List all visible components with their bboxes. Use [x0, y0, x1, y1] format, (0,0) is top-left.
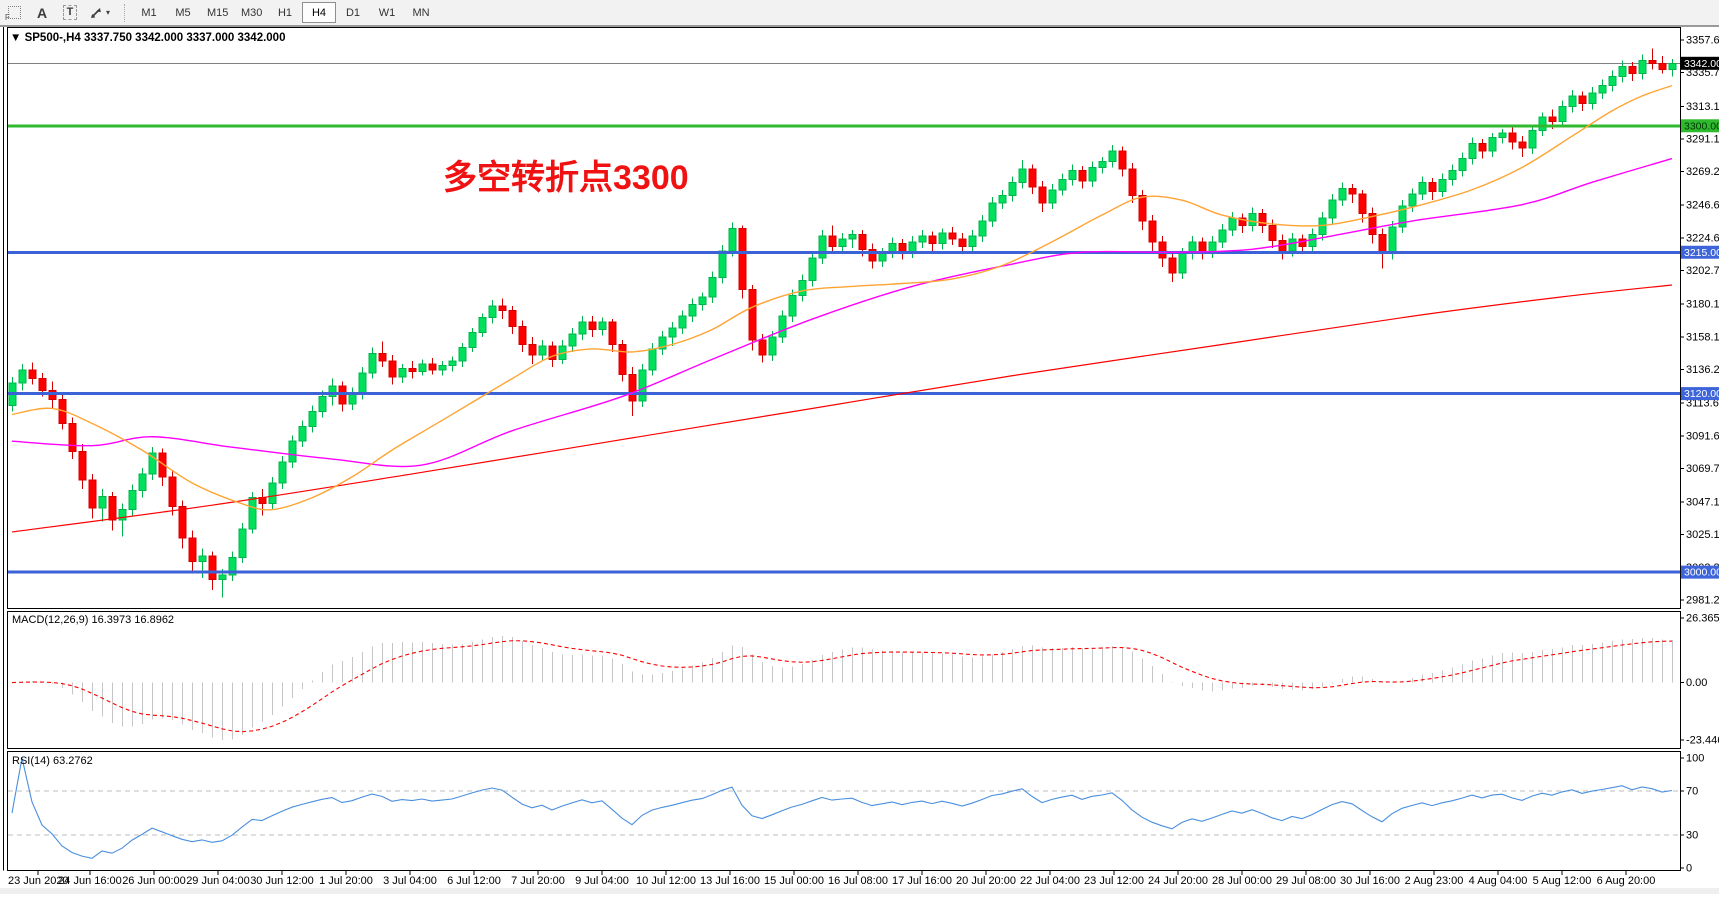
snap-grid-sub-label: F — [5, 12, 10, 22]
price-axis-label: 3025.16 — [1686, 529, 1719, 541]
timeframe-button-D1[interactable]: D1 — [336, 2, 370, 23]
price-badge-label: 3000.00 — [1684, 567, 1719, 579]
time-axis-label: 2 Aug 23:00 — [1405, 875, 1464, 887]
price-axis-label: 3246.61 — [1686, 200, 1719, 212]
time-axis-label: 28 Jul 00:00 — [1212, 875, 1272, 887]
rsi-axis-label: 0 — [1686, 863, 1692, 875]
rsi-axis-label: 30 — [1686, 830, 1698, 842]
time-axis-label: 24 Jul 20:00 — [1148, 875, 1208, 887]
chart-annotation-text[interactable]: 多空转折点3300 — [443, 159, 689, 197]
dotted-box-glyph — [7, 6, 21, 19]
rsi-axis-label: 100 — [1686, 753, 1704, 765]
dropdown-caret-icon: ▾ — [106, 8, 111, 17]
ma-slow-red — [11, 284, 1673, 533]
chart-window[interactable]: ▼ SP500-,H4 3337.750 3342.000 3337.000 3… — [0, 27, 1719, 894]
time-axis-label: 24 Jun 16:00 — [58, 875, 122, 887]
toolbar: F A T ▾ M1 M5 M15 M30 H1 H4 D1 W1 MN — [0, 0, 1719, 27]
ma-mid-magenta — [11, 157, 1673, 468]
price-badge-label: 3120.00 — [1684, 388, 1719, 400]
price-badge-label: 3342.00 — [1684, 58, 1719, 70]
price-badge-label: 3215.00 — [1684, 247, 1719, 259]
shapes-arrows-icon[interactable]: ▾ — [85, 2, 113, 24]
price-axis-label: 3180.11 — [1686, 299, 1719, 311]
timeframe-button-M15[interactable]: M15 — [200, 2, 234, 23]
candles — [8, 48, 1677, 598]
price-badge — [1681, 119, 1719, 133]
time-axis-label: 29 Jul 08:00 — [1276, 875, 1336, 887]
price-axis-label: 3047.11 — [1686, 497, 1719, 509]
panel-border — [7, 751, 1681, 871]
price-badge — [1681, 245, 1719, 259]
snap-grid-icon[interactable]: F — [1, 2, 27, 24]
time-axis-label: 30 Jul 16:00 — [1340, 875, 1400, 887]
rsi-axis-label: 70 — [1686, 786, 1698, 798]
time-axis-label: 6 Aug 20:00 — [1597, 875, 1656, 887]
time-axis-label: 15 Jul 00:00 — [764, 875, 824, 887]
price-axis-label: 3224.66 — [1686, 232, 1719, 244]
time-axis-label: 10 Jul 12:00 — [636, 875, 696, 887]
toolbar-separator — [124, 3, 126, 22]
panel-border — [7, 611, 1681, 749]
diagonal-arrows-glyph — [91, 7, 101, 18]
time-axis-label: 23 Jun 2020 — [8, 875, 69, 887]
text-box-icon[interactable]: T — [57, 2, 83, 24]
macd-indicator — [11, 635, 1673, 740]
time-axis-label: 5 Aug 12:00 — [1533, 875, 1592, 887]
macd-axis-label: 26.3655 — [1686, 613, 1719, 625]
macd-signal-line — [11, 640, 1673, 733]
panel-border — [7, 27, 1681, 609]
price-axis-label: 2981.27 — [1686, 595, 1719, 607]
time-axis-label: 30 Jun 12:00 — [250, 875, 314, 887]
letter-a-glyph: A — [36, 4, 48, 21]
price-axis-label: 3357.66 — [1686, 35, 1719, 47]
macd-label: MACD(12,26,9) 16.3973 16.8962 — [12, 614, 174, 626]
rsi-line — [11, 757, 1673, 859]
price-axis-label: 3069.72 — [1686, 463, 1719, 475]
timeframe-button-W1[interactable]: W1 — [370, 2, 404, 23]
timeframe-button-M1[interactable]: M1 — [132, 2, 166, 23]
price-badge — [1681, 56, 1719, 70]
time-axis-label: 3 Jul 04:00 — [383, 875, 437, 887]
macd-axis-label: -23.4467 — [1686, 735, 1719, 747]
time-axis-label: 4 Aug 04:00 — [1469, 875, 1528, 887]
letter-t-glyph: T — [62, 5, 78, 20]
time-axis-label: 1 Jul 20:00 — [319, 875, 373, 887]
time-axis-label: 29 Jun 04:00 — [186, 875, 250, 887]
time-axis-label: 23 Jul 12:00 — [1084, 875, 1144, 887]
price-axis-label: 3136.22 — [1686, 364, 1719, 376]
chart-canvas[interactable]: ▼ SP500-,H4 3337.750 3342.000 3337.000 3… — [0, 27, 1719, 894]
time-axis-label: 9 Jul 04:00 — [575, 875, 629, 887]
price-axis-label: 3291.16 — [1686, 133, 1719, 145]
price-badge — [1681, 565, 1719, 579]
timeframe-button-H4[interactable]: H4 — [302, 2, 337, 23]
timeframe-button-M5[interactable]: M5 — [166, 2, 200, 23]
timeframe-button-H1[interactable]: H1 — [268, 2, 302, 23]
timeframe-button-M30[interactable]: M30 — [234, 2, 268, 23]
time-axis-label: 20 Jul 20:00 — [956, 875, 1016, 887]
price-axis-label: 3091.66 — [1686, 430, 1719, 442]
price-axis-label: 3202.72 — [1686, 265, 1719, 277]
time-axis-label: 13 Jul 16:00 — [700, 875, 760, 887]
chart-title: ▼ SP500-,H4 3337.750 3342.000 3337.000 3… — [10, 32, 285, 44]
rsi-label: RSI(14) 63.2762 — [12, 755, 93, 767]
time-axis-label: 22 Jul 04:00 — [1020, 875, 1080, 887]
macd-axis-label: 0.00 — [1686, 677, 1707, 689]
price-axis-label: 3269.22 — [1686, 166, 1719, 178]
time-axis-label: 26 Jun 00:00 — [122, 875, 186, 887]
price-axis-label: 3113.61 — [1686, 398, 1719, 410]
ma-fast-orange — [11, 84, 1673, 511]
price-badge — [1681, 387, 1719, 401]
timeframe-button-group: M1 M5 M15 M30 H1 H4 D1 W1 MN — [132, 2, 438, 23]
timeframe-button-MN[interactable]: MN — [404, 2, 438, 23]
price-badge-label: 3300.00 — [1684, 120, 1719, 132]
time-axis-label: 7 Jul 20:00 — [511, 875, 565, 887]
time-axis-label: 17 Jul 16:00 — [892, 875, 952, 887]
text-label-icon[interactable]: A — [29, 2, 55, 24]
price-axis-label: 3335.72 — [1686, 67, 1719, 79]
time-axis-label: 6 Jul 12:00 — [447, 875, 501, 887]
price-axis-label: 3313.11 — [1686, 101, 1719, 113]
price-axis-label: 3158.16 — [1686, 331, 1719, 343]
time-axis-label: 16 Jul 08:00 — [828, 875, 888, 887]
